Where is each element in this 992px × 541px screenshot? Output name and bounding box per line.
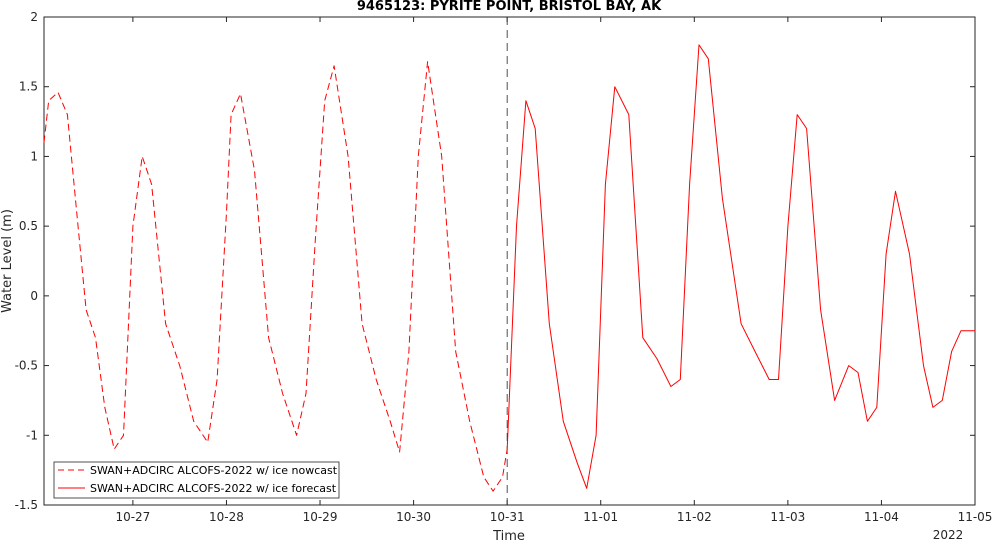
y-axis-label: Water Level (m) bbox=[0, 209, 15, 313]
year-label: 2022 bbox=[933, 528, 964, 541]
y-axis: -1.5 -1 -0.5 0 0.5 1 1.5 2 bbox=[15, 10, 975, 512]
y-tick-label: 0 bbox=[30, 289, 38, 303]
plot-frame bbox=[43, 16, 976, 506]
series-line-forecast bbox=[506, 44, 975, 489]
legend-box bbox=[53, 461, 340, 499]
x-axis: 10-27 10-28 10-29 10-30 10-31 11-01 11-02 11-03… bbox=[115, 17, 992, 524]
chart-title: 9465123: PYRITE POINT, BRISTOL BAY, AK bbox=[357, 0, 662, 14]
y-tick-label: 2 bbox=[30, 10, 38, 24]
legend-label-nowcast: SWAN+ADCIRC ALCOFS-2022 w/ ice nowcast bbox=[90, 464, 338, 477]
x-tick-label: 11-03 bbox=[770, 510, 805, 524]
y-tick-label: -1.5 bbox=[15, 498, 38, 512]
y-tick-label: -0.5 bbox=[15, 359, 38, 373]
x-tick-label: 10-27 bbox=[115, 510, 150, 524]
y-tick-label: 1 bbox=[30, 149, 38, 163]
x-tick-label: 10-28 bbox=[209, 510, 244, 524]
x-tick-label: 10-30 bbox=[396, 510, 431, 524]
plot-area bbox=[43, 16, 976, 506]
x-tick-label: 10-29 bbox=[303, 510, 338, 524]
x-tick-label: 10-31 bbox=[490, 510, 525, 524]
x-axis-label: Time bbox=[492, 529, 525, 541]
x-tick-label: 11-05 bbox=[958, 510, 992, 524]
x-tick-label: 11-04 bbox=[864, 510, 899, 524]
x-tick-label: 11-02 bbox=[677, 510, 712, 524]
legend: SWAN+ADCIRC ALCOFS-2022 w/ ice nowcast S… bbox=[53, 461, 340, 499]
x-tick-label: 11-01 bbox=[583, 510, 618, 524]
y-tick-label: 0.5 bbox=[19, 219, 38, 233]
y-tick-label: -1 bbox=[26, 428, 38, 442]
legend-label-forecast: SWAN+ADCIRC ALCOFS-2022 w/ ice forecast bbox=[90, 482, 337, 495]
y-tick-label: 1.5 bbox=[19, 80, 38, 94]
series-line-nowcast bbox=[43, 61, 508, 492]
series-group bbox=[43, 17, 975, 505]
